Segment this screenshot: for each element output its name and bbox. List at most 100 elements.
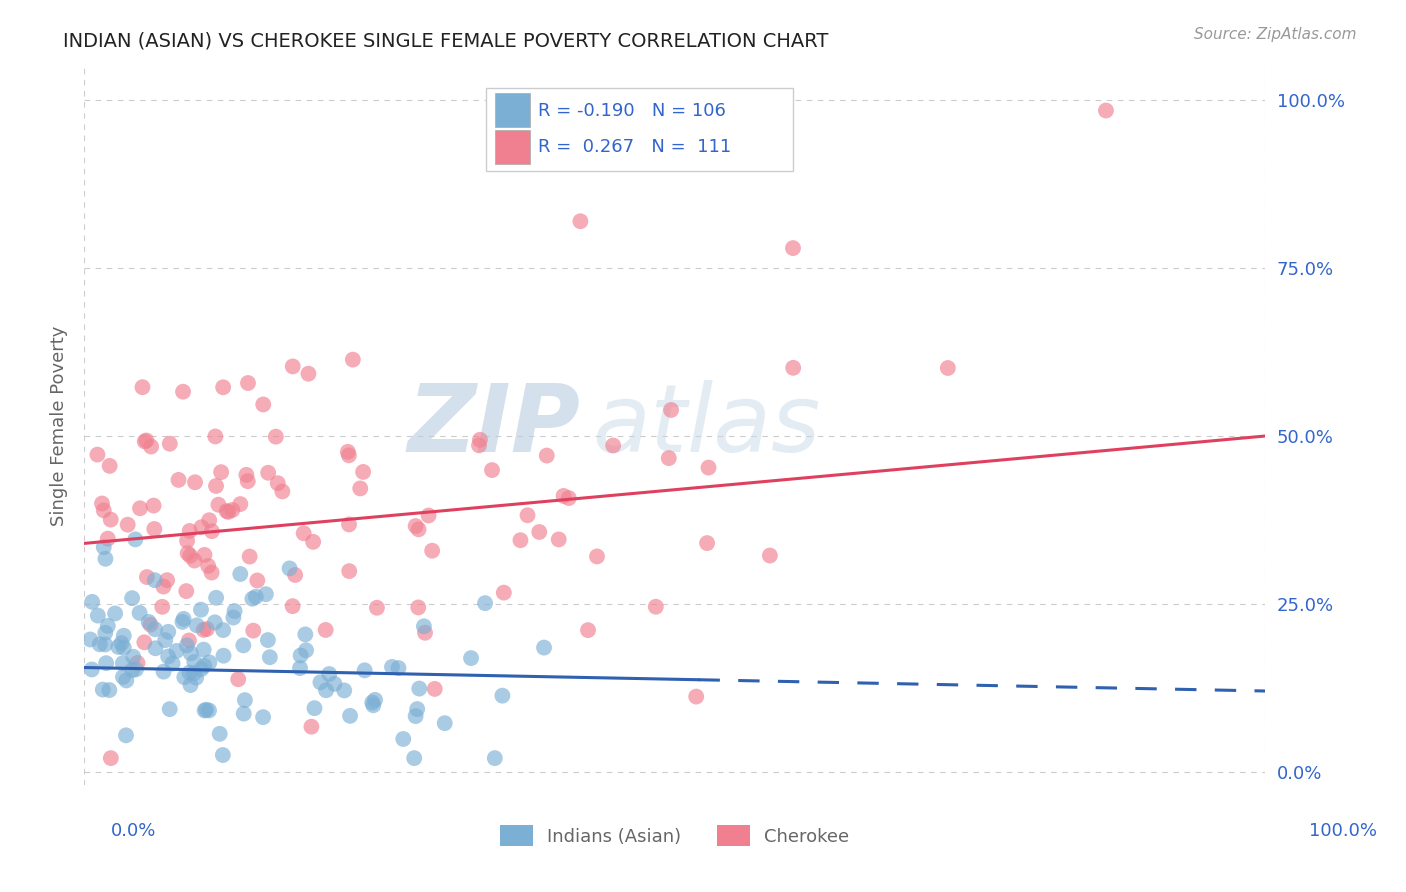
Text: atlas: atlas <box>592 380 821 472</box>
Point <box>433 716 456 731</box>
Point <box>112 629 135 643</box>
Point <box>150 599 173 614</box>
Point <box>405 519 427 533</box>
Text: 0.0%: 0.0% <box>111 822 156 840</box>
Point <box>139 440 162 454</box>
Point <box>172 615 194 629</box>
Point <box>236 474 259 488</box>
Point <box>212 623 235 637</box>
Point <box>536 449 558 463</box>
Point <box>257 466 280 480</box>
Point <box>205 479 228 493</box>
Point <box>183 666 205 681</box>
Point <box>404 751 426 765</box>
Point <box>284 568 307 582</box>
Point <box>408 681 430 696</box>
Point <box>295 643 318 657</box>
Point <box>155 633 177 648</box>
Point <box>195 703 218 717</box>
Point <box>336 445 359 459</box>
Point <box>179 549 201 563</box>
Point <box>139 617 162 632</box>
Point <box>79 632 101 647</box>
Point <box>211 747 233 762</box>
Point <box>98 458 121 473</box>
Point <box>413 625 436 640</box>
Point <box>529 524 551 539</box>
Point <box>576 623 599 637</box>
Text: 100.0%: 100.0% <box>1309 822 1376 840</box>
Point <box>936 361 959 376</box>
Point <box>239 549 262 564</box>
Point <box>659 403 682 417</box>
Point <box>288 661 311 675</box>
Point <box>271 484 294 499</box>
Point <box>304 701 326 715</box>
Point <box>94 625 117 640</box>
Point <box>254 587 277 601</box>
Point <box>553 489 575 503</box>
Point <box>337 448 360 462</box>
Point <box>412 619 434 633</box>
Point <box>208 727 231 741</box>
Point <box>104 607 127 621</box>
Point <box>392 731 415 746</box>
Point <box>156 573 179 587</box>
Point <box>135 570 157 584</box>
Point <box>242 624 264 638</box>
Point <box>337 564 360 578</box>
Point <box>135 434 157 448</box>
Point <box>423 681 446 696</box>
Point <box>353 663 375 677</box>
Point <box>183 553 205 567</box>
Point <box>217 505 239 519</box>
Point <box>299 720 322 734</box>
Point <box>197 558 219 573</box>
Point <box>302 534 325 549</box>
Point <box>204 615 226 630</box>
Point <box>212 648 235 663</box>
Point <box>186 618 208 632</box>
Point <box>176 533 198 548</box>
Point <box>264 430 287 444</box>
Point <box>190 603 212 617</box>
Point <box>337 517 360 532</box>
Point <box>204 429 226 443</box>
Point <box>201 524 224 539</box>
Point <box>492 585 515 599</box>
Point <box>184 475 207 490</box>
Point <box>333 683 356 698</box>
Point <box>782 360 804 375</box>
Point <box>134 434 156 449</box>
Point <box>94 638 117 652</box>
Point <box>201 566 224 580</box>
Point <box>235 467 257 482</box>
Point <box>685 690 707 704</box>
Legend: Indians (Asian), Cherokee: Indians (Asian), Cherokee <box>494 818 856 853</box>
Point <box>100 513 122 527</box>
Point <box>159 436 181 450</box>
Point <box>89 637 111 651</box>
Point <box>198 703 221 717</box>
Point <box>157 624 180 639</box>
Text: Source: ZipAtlas.com: Source: ZipAtlas.com <box>1194 27 1357 42</box>
Point <box>134 635 156 649</box>
Point <box>125 662 148 676</box>
Point <box>408 522 430 536</box>
Point <box>173 670 195 684</box>
Point <box>278 561 301 575</box>
Point <box>159 702 181 716</box>
Point <box>602 438 624 452</box>
Point <box>252 710 274 724</box>
Point <box>193 623 215 637</box>
Text: INDIAN (ASIAN) VS CHEROKEE SINGLE FEMALE POVERTY CORRELATION CHART: INDIAN (ASIAN) VS CHEROKEE SINGLE FEMALE… <box>63 31 828 50</box>
Point <box>468 433 491 447</box>
Point <box>183 655 205 669</box>
Point <box>408 600 430 615</box>
Point <box>198 513 221 527</box>
Point <box>86 448 108 462</box>
Point <box>115 728 138 742</box>
Point <box>290 648 312 663</box>
Point <box>342 352 364 367</box>
Point <box>420 543 443 558</box>
